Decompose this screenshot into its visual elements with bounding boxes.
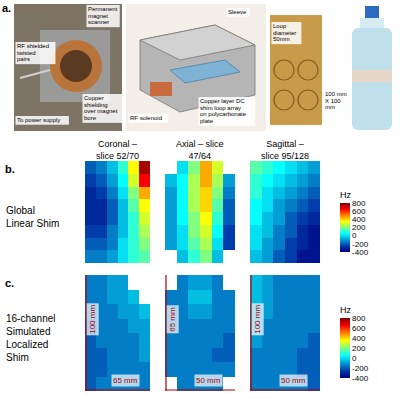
svg-text:RF shieldedtwistedpairs: RF shieldedtwistedpairs xyxy=(17,43,49,62)
svg-text:50 mm: 50 mm xyxy=(196,376,221,385)
svg-text:400: 400 xyxy=(352,334,366,343)
svg-text:Coronal –slice 52/70: Coronal –slice 52/70 xyxy=(96,139,139,161)
svg-text:Coppershieldingover magnetbore: Coppershieldingover magnetbore xyxy=(84,95,118,121)
svg-text:Sleeve: Sleeve xyxy=(228,9,247,15)
svg-text:Permanentmagnetscanner: Permanentmagnetscanner xyxy=(88,6,118,25)
svg-text:200: 200 xyxy=(352,344,366,353)
svg-text:600: 600 xyxy=(352,207,366,216)
svg-text:-400: -400 xyxy=(352,374,369,383)
svg-text:16-channelSimulatedLocalizedSh: 16-channelSimulatedLocalizedShim xyxy=(6,313,55,363)
svg-text:-400: -400 xyxy=(352,248,369,257)
svg-text:100 mm: 100 mm xyxy=(253,305,262,334)
svg-text:Sagittal –slice 95/128: Sagittal –slice 95/128 xyxy=(261,139,309,161)
svg-text:65 mm: 65 mm xyxy=(113,376,138,385)
svg-text:50 mm: 50 mm xyxy=(281,376,306,385)
svg-text:0: 0 xyxy=(352,231,357,240)
svg-text:100 mm: 100 mm xyxy=(88,305,97,334)
svg-text:Hz: Hz xyxy=(340,190,351,200)
svg-text:Copper layer DCshim loop array: Copper layer DCshim loop arrayon polycar… xyxy=(200,98,247,124)
svg-text:b.: b. xyxy=(5,163,15,175)
svg-text:a.: a. xyxy=(2,2,11,14)
svg-text:Axial – slice47/64: Axial – slice47/64 xyxy=(176,139,224,161)
svg-text:To power supply: To power supply xyxy=(17,117,60,123)
svg-text:600: 600 xyxy=(352,324,366,333)
svg-text:GlobalLinear Shim: GlobalLinear Shim xyxy=(6,205,59,229)
svg-text:RF solenoid: RF solenoid xyxy=(130,115,162,121)
svg-text:200: 200 xyxy=(352,223,366,232)
svg-text:Hz: Hz xyxy=(340,305,351,315)
svg-text:800: 800 xyxy=(352,199,366,208)
svg-text:0: 0 xyxy=(352,354,357,363)
svg-text:400: 400 xyxy=(352,215,366,224)
svg-text:100 mmX 100mm: 100 mmX 100mm xyxy=(325,91,347,110)
svg-text:-200: -200 xyxy=(352,364,369,373)
svg-text:c.: c. xyxy=(5,277,14,289)
svg-text:-200: -200 xyxy=(352,240,369,249)
svg-text:Loopdiameter50mm: Loopdiameter50mm xyxy=(273,23,296,42)
svg-text:65 mm: 65 mm xyxy=(168,307,177,332)
svg-text:800: 800 xyxy=(352,314,366,323)
